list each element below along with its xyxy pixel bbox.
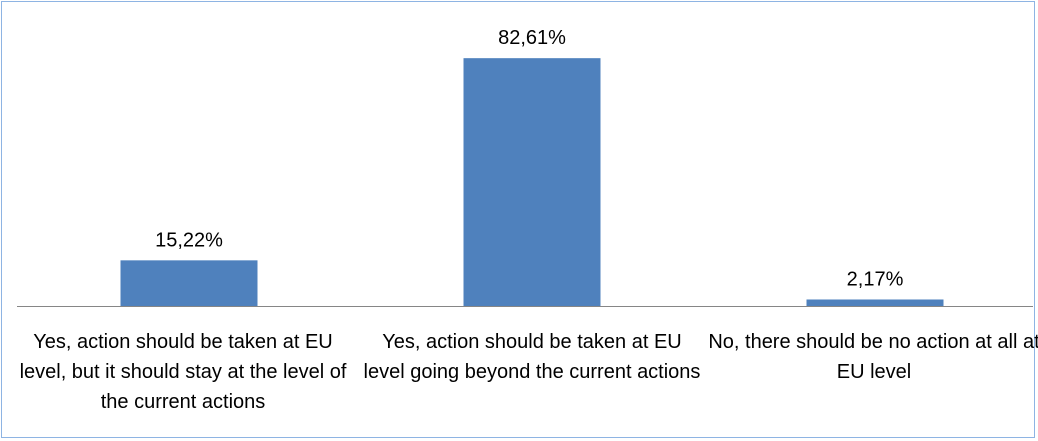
- category-label-3: No, there should be no action at all at …: [708, 331, 1038, 383]
- bar-3: [806, 299, 944, 306]
- data-label-1: 15,22%: [155, 229, 223, 251]
- data-label-3: 2,17%: [847, 268, 904, 290]
- category-label-1: Yes, action should be taken at EU level,…: [19, 331, 347, 413]
- data-label-2: 82,61%: [498, 27, 566, 49]
- bar-1: [120, 260, 258, 306]
- bar-2: [463, 58, 601, 306]
- category-label-2: Yes, action should be taken at EU level …: [363, 331, 701, 383]
